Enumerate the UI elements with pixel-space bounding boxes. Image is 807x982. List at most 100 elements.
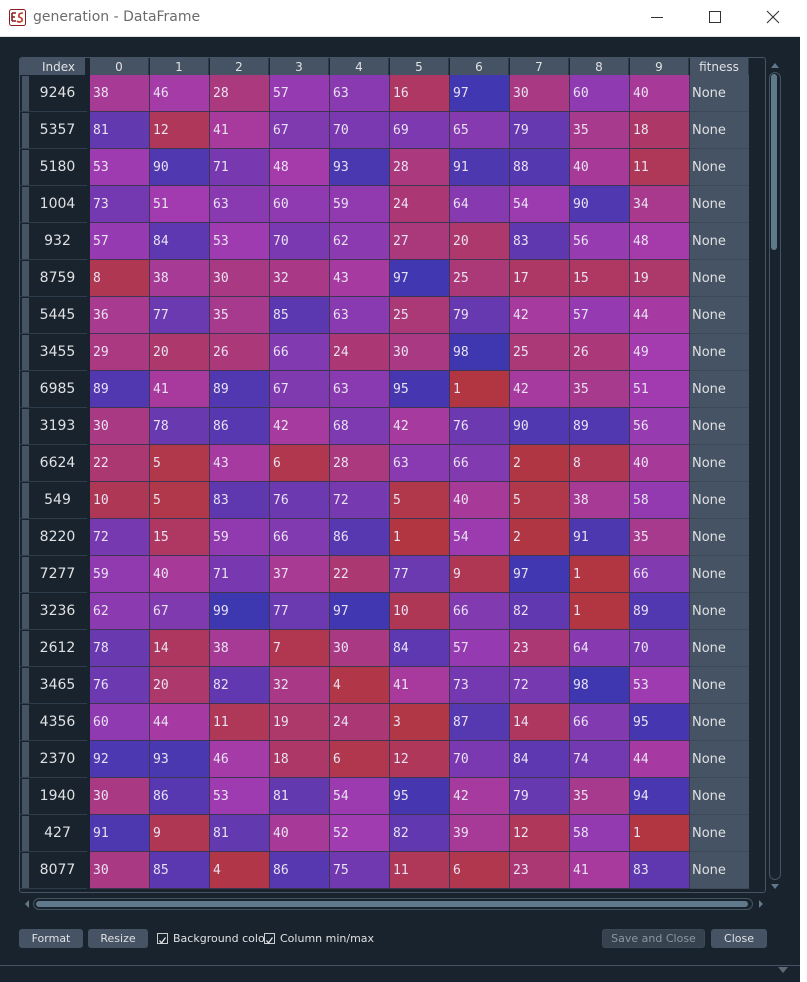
table-cell[interactable]: 60 [570, 75, 630, 112]
table-cell[interactable]: 98 [450, 334, 510, 371]
table-cell[interactable]: 40 [630, 445, 690, 482]
table-cell[interactable]: 95 [630, 704, 690, 741]
table-cell[interactable]: 66 [270, 334, 330, 371]
table-cell[interactable]: 51 [630, 371, 690, 408]
table-cell[interactable]: 19 [270, 704, 330, 741]
scroll-down-arrow-icon[interactable] [768, 882, 782, 892]
table-cell[interactable]: 43 [330, 260, 390, 297]
table-cell[interactable]: 28 [390, 149, 450, 186]
table-cell[interactable]: 89 [630, 593, 690, 630]
table-cell[interactable]: 35 [630, 519, 690, 556]
table-cell[interactable]: 26 [570, 334, 630, 371]
table-cell[interactable]: 84 [390, 630, 450, 667]
table-cell[interactable]: 19 [630, 260, 690, 297]
vertical-scrollbar[interactable] [768, 60, 782, 892]
row-index[interactable]: 5445 [20, 297, 87, 334]
column-minmax-checkbox[interactable] [264, 933, 275, 945]
table-cell[interactable]: 63 [330, 371, 390, 408]
table-cell[interactable]: 60 [90, 704, 150, 741]
minimize-button[interactable] [634, 0, 680, 36]
table-cell[interactable]: 83 [210, 482, 270, 519]
table-cell[interactable]: 24 [330, 334, 390, 371]
maximize-button[interactable] [692, 0, 738, 36]
table-cell[interactable]: 75 [330, 852, 390, 889]
table-cell[interactable]: 97 [330, 593, 390, 630]
table-cell[interactable]: 90 [510, 408, 570, 445]
table-cell[interactable]: 81 [270, 778, 330, 815]
fitness-cell[interactable]: None [690, 667, 749, 704]
row-index[interactable]: 1940 [20, 778, 87, 815]
fitness-cell[interactable]: None [690, 630, 749, 667]
column-header-8[interactable]: 8 [570, 58, 629, 75]
table-cell[interactable]: 42 [450, 778, 510, 815]
table-cell[interactable]: 35 [570, 112, 630, 149]
fitness-cell[interactable]: None [690, 445, 749, 482]
table-cell[interactable]: 57 [90, 223, 150, 260]
table-cell[interactable]: 88 [510, 149, 570, 186]
table-cell[interactable]: 46 [150, 75, 210, 112]
table-cell[interactable]: 42 [510, 297, 570, 334]
table-cell[interactable]: 85 [150, 852, 210, 889]
row-index[interactable]: 8220 [20, 519, 87, 556]
table-cell[interactable]: 30 [510, 75, 570, 112]
fitness-cell[interactable]: None [690, 482, 749, 519]
table-cell[interactable]: 56 [630, 408, 690, 445]
fitness-cell[interactable]: None [690, 112, 749, 149]
table-cell[interactable]: 25 [510, 334, 570, 371]
table-cell[interactable]: 37 [270, 556, 330, 593]
table-cell[interactable]: 58 [570, 815, 630, 852]
table-cell[interactable]: 72 [510, 667, 570, 704]
table-cell[interactable]: 73 [450, 667, 510, 704]
table-cell[interactable]: 66 [450, 445, 510, 482]
table-cell[interactable]: 63 [390, 445, 450, 482]
table-cell[interactable]: 39 [450, 815, 510, 852]
table-cell[interactable]: 15 [570, 260, 630, 297]
horizontal-scroll-thumb[interactable] [36, 901, 748, 907]
fitness-cell[interactable]: None [690, 593, 749, 630]
table-cell[interactable]: 9 [150, 815, 210, 852]
column-header-7[interactable]: 7 [510, 58, 569, 75]
table-cell[interactable]: 89 [570, 408, 630, 445]
table-cell[interactable]: 30 [90, 778, 150, 815]
table-cell[interactable]: 40 [450, 482, 510, 519]
table-cell[interactable]: 28 [330, 445, 390, 482]
table-cell[interactable]: 36 [90, 297, 150, 334]
table-cell[interactable]: 67 [270, 112, 330, 149]
column-header-9[interactable]: 9 [630, 58, 689, 75]
table-cell[interactable]: 57 [270, 75, 330, 112]
column-header-1[interactable]: 1 [150, 58, 209, 75]
table-cell[interactable]: 76 [90, 667, 150, 704]
table-cell[interactable]: 12 [510, 815, 570, 852]
row-index[interactable]: 2370 [20, 741, 87, 778]
table-cell[interactable]: 59 [330, 186, 390, 223]
table-cell[interactable]: 12 [390, 741, 450, 778]
table-cell[interactable]: 5 [150, 482, 210, 519]
table-cell[interactable]: 12 [150, 112, 210, 149]
column-header-3[interactable]: 3 [270, 58, 329, 75]
table-cell[interactable]: 4 [330, 667, 390, 704]
table-cell[interactable]: 42 [390, 408, 450, 445]
table-cell[interactable]: 44 [150, 704, 210, 741]
fitness-cell[interactable]: None [690, 556, 749, 593]
table-cell[interactable]: 14 [510, 704, 570, 741]
table-cell[interactable]: 41 [570, 852, 630, 889]
table-cell[interactable]: 10 [390, 593, 450, 630]
fitness-cell[interactable]: None [690, 704, 749, 741]
table-cell[interactable]: 30 [90, 408, 150, 445]
table-cell[interactable]: 59 [90, 556, 150, 593]
table-cell[interactable]: 5 [390, 482, 450, 519]
column-header-6[interactable]: 6 [450, 58, 509, 75]
table-cell[interactable]: 41 [390, 667, 450, 704]
table-cell[interactable]: 41 [150, 371, 210, 408]
table-cell[interactable]: 2 [510, 519, 570, 556]
table-cell[interactable]: 82 [510, 593, 570, 630]
table-cell[interactable]: 46 [210, 741, 270, 778]
table-cell[interactable]: 41 [210, 112, 270, 149]
fitness-cell[interactable]: None [690, 75, 749, 112]
table-cell[interactable]: 99 [210, 593, 270, 630]
close-button[interactable]: Close [711, 929, 767, 948]
column-header-4[interactable]: 4 [330, 58, 389, 75]
row-index[interactable]: 4356 [20, 704, 87, 741]
table-cell[interactable]: 67 [270, 371, 330, 408]
table-cell[interactable]: 95 [390, 778, 450, 815]
